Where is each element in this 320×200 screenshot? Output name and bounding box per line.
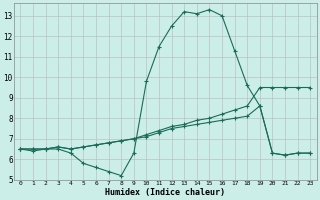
X-axis label: Humidex (Indice chaleur): Humidex (Indice chaleur) bbox=[105, 188, 225, 197]
